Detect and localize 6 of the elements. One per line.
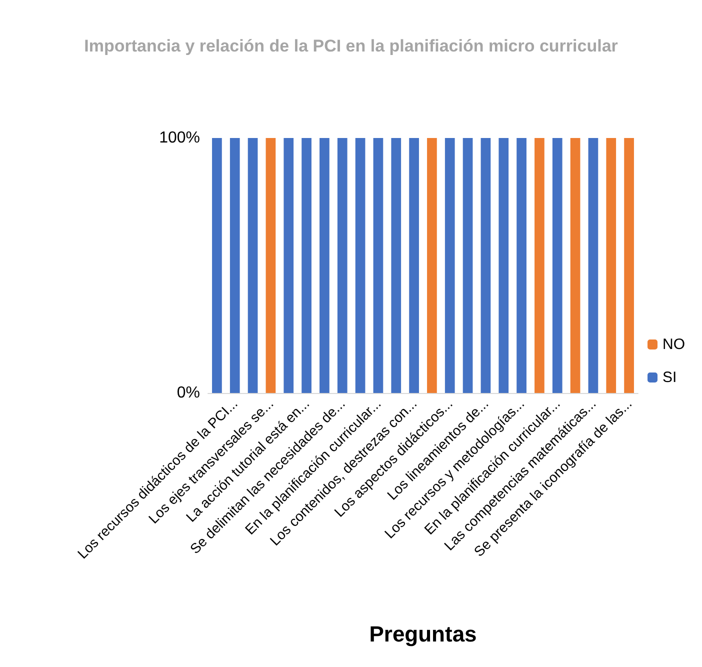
chart-title: Importancia y relación de la PCI en la planifiación micro curricular [84,36,618,56]
legend-label: NO [662,336,685,353]
y-tick-label: 100% [159,130,200,146]
y-tick-label: 0% [176,384,200,402]
x-axis-title: Preguntas [369,622,477,646]
legend-label: SI [662,369,677,386]
